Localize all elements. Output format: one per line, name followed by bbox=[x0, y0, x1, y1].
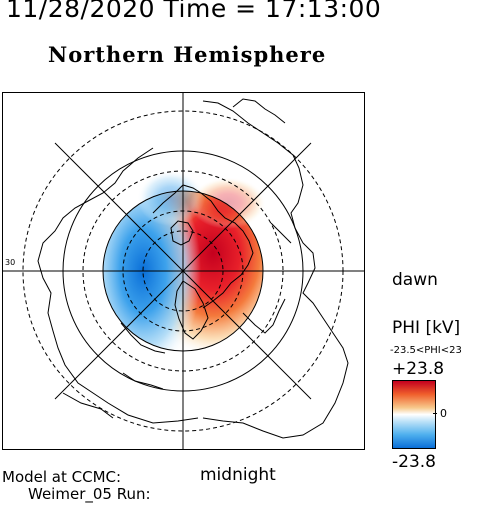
colorbar-title: PHI [kV] bbox=[392, 318, 461, 338]
colorbar-range-text: -23.5<PHI<23 bbox=[390, 345, 462, 356]
polar-map-panel: 30 bbox=[2, 92, 365, 450]
run-label: Weimer_05 Run: bbox=[28, 485, 151, 503]
latitude-label-30: 30 bbox=[5, 258, 15, 267]
colorbar-max-label: +23.8 bbox=[392, 359, 445, 379]
midnight-label: midnight bbox=[200, 465, 276, 485]
colorbar-zero-label: 0 bbox=[440, 407, 447, 420]
dawn-label: dawn bbox=[392, 270, 438, 290]
colorbar bbox=[392, 380, 436, 449]
hemisphere-title: Northern Hemisphere bbox=[48, 42, 327, 67]
timestamp: 11/28/2020 Time = 17:13:00 bbox=[6, 0, 382, 23]
colorbar-min-label: -23.8 bbox=[392, 452, 436, 472]
meridian-grid bbox=[3, 93, 364, 449]
polar-map: 30 bbox=[3, 93, 364, 449]
coastlines bbox=[37, 98, 349, 439]
model-label: Model at CCMC: bbox=[2, 468, 122, 486]
colorbar-zero-tick bbox=[433, 413, 437, 414]
